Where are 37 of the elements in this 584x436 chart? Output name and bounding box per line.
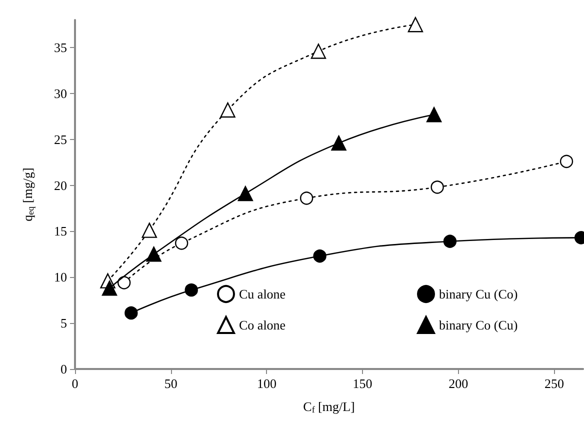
legend-label: Co alone (239, 318, 286, 332)
point (310, 44, 326, 59)
point (443, 234, 457, 248)
point (313, 249, 326, 263)
point (124, 306, 138, 320)
x-tick-label: 200 (448, 376, 468, 391)
y-tick-label: 25 (54, 132, 67, 147)
y-tick-label: 30 (54, 86, 67, 101)
point (560, 154, 574, 168)
legend-label: binary Cu (Co) (439, 286, 518, 302)
x-tick-label: 0 (72, 376, 78, 391)
point (300, 192, 314, 205)
legend-label: binary Co (Cu) (439, 318, 518, 332)
point (117, 276, 131, 290)
y-tick-label: 20 (54, 178, 67, 193)
y-tick-label: 5 (60, 316, 67, 331)
legend-label: Cu alone (239, 286, 286, 302)
point (146, 246, 162, 262)
point (408, 16, 424, 32)
y-tick-label: 10 (54, 270, 67, 285)
y-tick-label: 15 (54, 224, 67, 239)
point (174, 236, 188, 250)
point (142, 222, 157, 238)
point (220, 102, 236, 118)
y-tick-label: 0 (60, 362, 67, 376)
x-tick-label: 250 (544, 376, 564, 391)
x-tick-label: 100 (256, 376, 276, 391)
point (331, 135, 346, 151)
x-tick-label: 50 (164, 376, 178, 391)
point (238, 186, 254, 202)
point (426, 106, 442, 122)
point (430, 180, 444, 194)
point (102, 280, 118, 296)
x-tick-label: 150 (352, 376, 372, 391)
y-tick-label: 35 (54, 40, 67, 56)
point (184, 283, 198, 297)
y-axis-title: qeq [mg/g] (20, 168, 36, 222)
